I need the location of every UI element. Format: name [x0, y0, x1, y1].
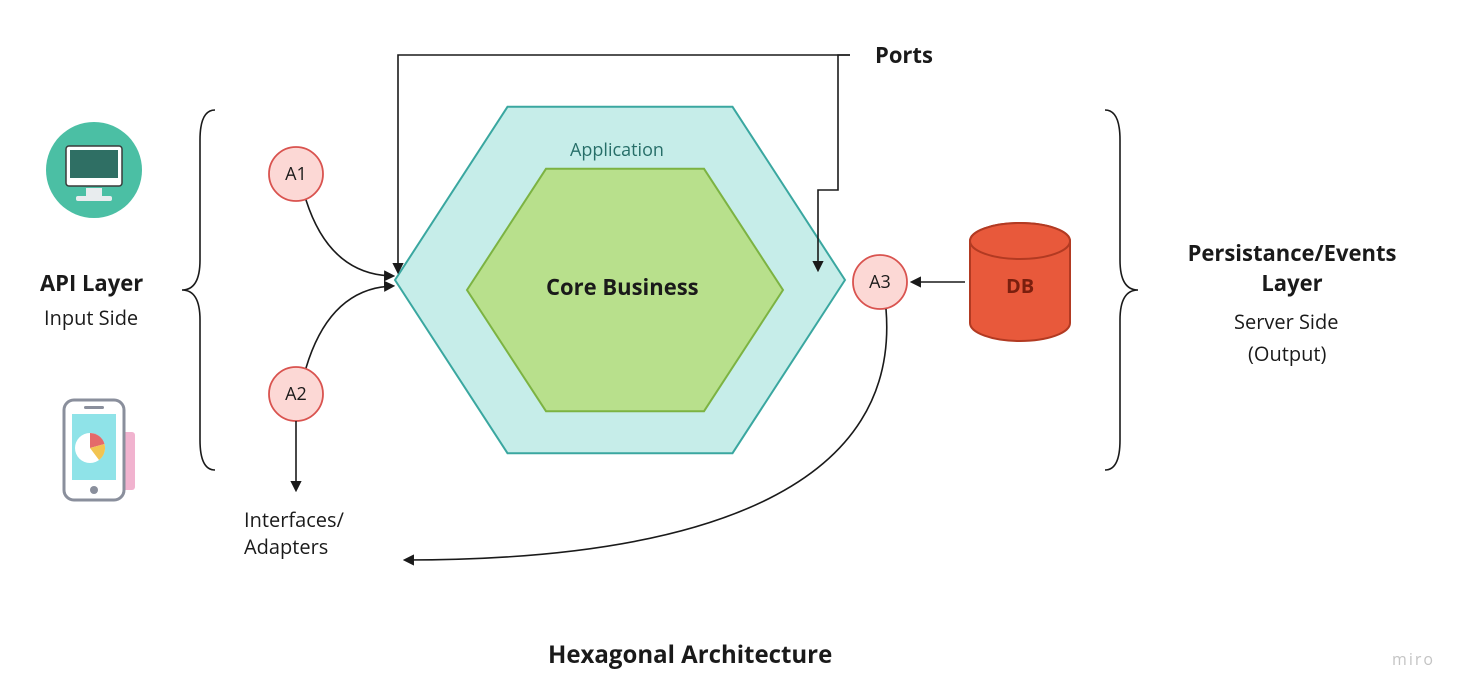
persistence-sub1: Server Side	[1234, 308, 1338, 335]
phone-icon	[64, 400, 135, 500]
adapter-a2-label: A2	[285, 382, 307, 406]
interfaces-label: Interfaces/ Adapters	[244, 506, 344, 560]
persistence-title: Persistance/Events Layer	[1162, 238, 1422, 298]
left-brace	[182, 110, 215, 470]
core-business-label: Core Business	[546, 272, 699, 302]
adapter-a1-label: A1	[285, 162, 307, 186]
right-brace	[1105, 110, 1138, 470]
api-layer-sub: Input Side	[44, 304, 138, 331]
diagram-canvas: A1 A2 A3	[0, 0, 1457, 686]
diagram-stage: A1 A2 A3	[0, 0, 1457, 686]
watermark: miro	[1392, 648, 1435, 670]
application-label: Application	[570, 138, 664, 162]
monitor-icon	[46, 122, 142, 218]
db-label: DB	[1006, 272, 1034, 299]
diagram-title: Hexagonal Architecture	[548, 638, 832, 671]
persistence-sub2: (Output)	[1248, 340, 1326, 367]
adapter-a3-label: A3	[869, 270, 891, 294]
api-layer-title: API Layer	[40, 268, 143, 298]
ports-label: Ports	[875, 40, 933, 70]
